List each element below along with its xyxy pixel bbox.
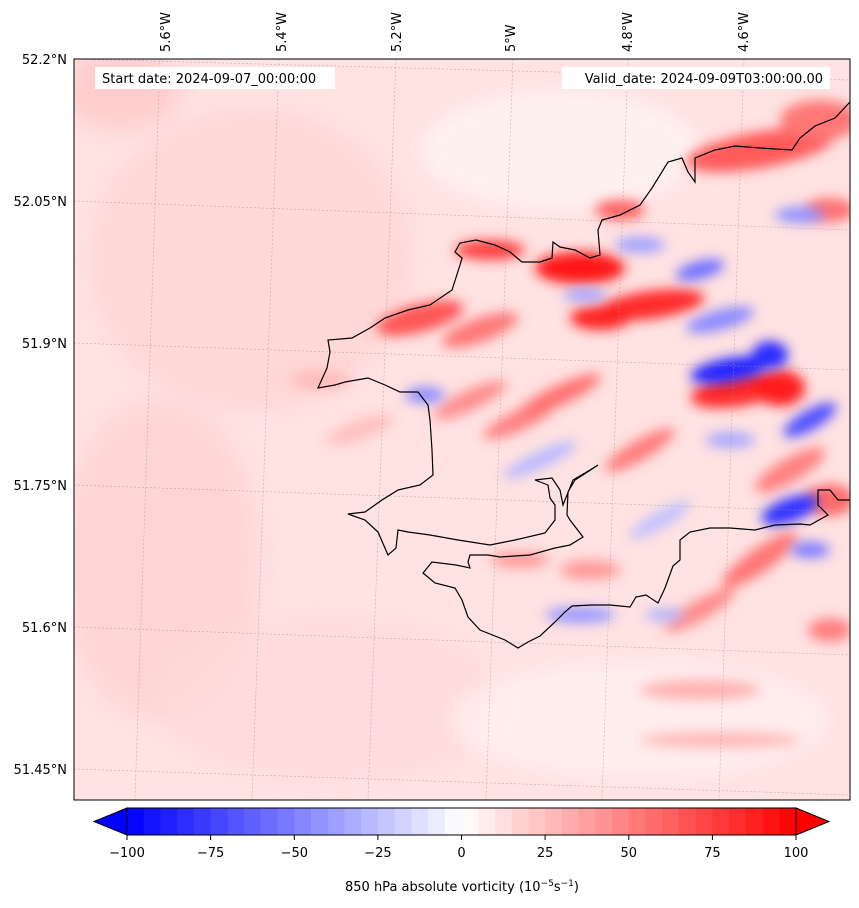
colorbar-cell — [444, 808, 463, 835]
colorbar-cell — [377, 808, 396, 835]
colorbar-tick-label: 75 — [704, 846, 721, 861]
colorbar-cell — [779, 808, 797, 835]
lat-label: 51.45°N — [14, 763, 67, 778]
colorbar-tick: −25 — [364, 835, 392, 861]
positive-vorticity-bands — [290, 100, 850, 748]
colorbar-cell — [127, 808, 145, 835]
lat-label: 51.6°N — [22, 621, 67, 636]
colorbar-cell — [478, 808, 496, 835]
colorbar-cell — [678, 808, 697, 835]
colorbar-cell — [745, 808, 764, 835]
colorbar-cell — [394, 808, 412, 835]
lat-label: 52.2°N — [22, 53, 67, 68]
colorbar-cell — [160, 808, 178, 835]
colorbar-cell — [695, 808, 713, 835]
lat-label: 51.9°N — [22, 337, 67, 352]
colorbar-cell — [227, 808, 245, 835]
lon-label: 4.6°W — [737, 12, 752, 52]
colorbar-cell — [294, 808, 312, 835]
colorbar-cell — [210, 808, 228, 835]
lon-label: 5.4°W — [275, 12, 290, 52]
lat-label: 52.05°N — [14, 195, 67, 210]
colorbar-cell — [545, 808, 563, 835]
valid-date-box — [562, 67, 830, 89]
colorbar-cell — [595, 808, 613, 835]
colorbar-tick-label: 50 — [621, 846, 638, 861]
colorbar-cell — [628, 808, 647, 835]
colorbar-cell — [645, 808, 663, 835]
colorbar-cells — [127, 808, 797, 835]
colorbar-cell — [729, 808, 747, 835]
vorticity-field — [74, 59, 850, 780]
colorbar-cell — [260, 808, 279, 835]
colorbar-max-extend — [795, 807, 831, 836]
colorbar-cell — [494, 808, 513, 835]
colorbar-tick-label: −50 — [281, 846, 308, 861]
colorbar-tick: 50 — [621, 835, 638, 861]
colorbar-tick-label: −75 — [197, 846, 224, 861]
colorbar-cell — [511, 808, 530, 835]
map-panel: Start date: 2024-09-07_00:00:00 Valid_da… — [14, 12, 851, 801]
latitude-labels: 52.2°N 52.05°N 51.9°N 51.75°N 51.6°N 51.… — [14, 53, 67, 778]
graticule — [74, 59, 850, 800]
colorbar-tick-label: −25 — [364, 846, 391, 861]
colorbar-min-extend — [92, 807, 128, 836]
colorbar-tick: 75 — [704, 835, 721, 861]
colorbar-cell — [428, 808, 446, 835]
colorbar-tick-label: 25 — [537, 846, 554, 861]
colorbar-cell — [712, 808, 730, 835]
coastline — [316, 101, 850, 649]
colorbar-tick-label: 100 — [784, 846, 809, 861]
lon-label: 5°W — [504, 24, 519, 52]
longitude-labels: 5.6°W 5.4°W 5.2°W 5°W 4.8°W 4.6°W — [159, 12, 752, 52]
colorbar-cell — [310, 808, 329, 835]
start-date-label: Start date: 2024-09-07_00:00:00 — [102, 72, 316, 87]
colorbar-label: 850 hPa absolute vorticity (10−5s−1) — [345, 879, 579, 895]
colorbar-cell — [344, 808, 362, 835]
colorbar-cell — [143, 808, 162, 835]
colorbar-tick-label: 0 — [457, 846, 465, 861]
valid-date-label: Valid_date: 2024-09-09T03:00:00.00 — [585, 72, 823, 87]
colorbar-cell — [762, 808, 780, 835]
colorbar: −100 −75 −50 −25 0 25 50 75 100 850 hPa … — [92, 807, 831, 895]
colorbar-cell — [578, 808, 596, 835]
colorbar-tick: −50 — [281, 835, 308, 861]
lon-label: 4.8°W — [621, 12, 636, 52]
lon-label: 5.2°W — [390, 12, 405, 52]
colorbar-cell — [193, 808, 212, 835]
colorbar-tick-label: −100 — [109, 846, 145, 861]
colorbar-cell — [561, 808, 580, 835]
colorbar-cell — [662, 808, 680, 835]
colorbar-cell — [361, 808, 379, 835]
colorbar-cell — [277, 808, 295, 835]
lon-label: 5.6°W — [159, 12, 174, 52]
colorbar-ticks: −100 −75 −50 −25 0 25 50 75 100 — [109, 835, 808, 861]
colorbar-cell — [411, 808, 429, 835]
colorbar-tick: 0 — [457, 835, 466, 861]
colorbar-tick: −75 — [197, 835, 224, 861]
colorbar-cell — [177, 808, 195, 835]
lat-label: 51.75°N — [14, 479, 67, 494]
colorbar-cell — [528, 808, 546, 835]
colorbar-tick: 100 — [784, 835, 809, 861]
colorbar-cell — [244, 808, 262, 835]
map-frame — [73, 58, 851, 801]
colorbar-tick: 25 — [537, 835, 554, 861]
colorbar-cell — [612, 808, 630, 835]
colorbar-cell — [461, 808, 479, 835]
start-date-box — [95, 67, 335, 89]
colorbar-cell — [327, 808, 346, 835]
colorbar-tick: −100 — [109, 835, 145, 861]
